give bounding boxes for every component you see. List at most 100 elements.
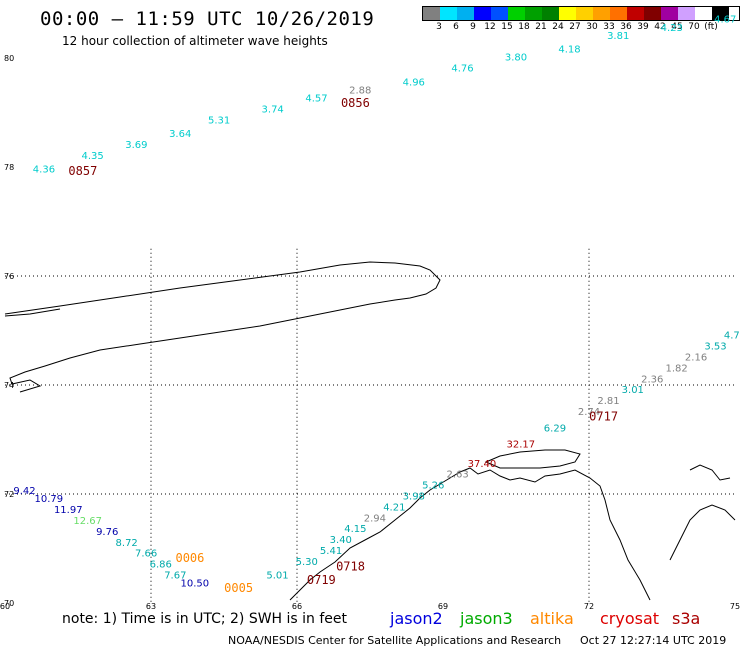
lat-label: 74 <box>4 381 14 390</box>
legend-label: 45 <box>671 22 683 32</box>
lat-label: 70 <box>4 599 14 608</box>
legend-swatch <box>610 7 627 20</box>
wave-height-label: 2.63 <box>446 470 468 481</box>
legend-label: 24 <box>552 22 564 32</box>
wave-height-label: 10.50 <box>180 579 209 590</box>
pass-time-label: 0857 <box>68 164 97 178</box>
wave-height-label: 3.01 <box>622 385 644 396</box>
wave-height-label: 3.81 <box>607 31 629 42</box>
satellite-name: jason2 <box>390 609 443 628</box>
wave-height-label: 32.17 <box>507 440 536 451</box>
legend-swatch <box>576 7 593 20</box>
wave-height-label: 4.35 <box>81 151 103 162</box>
wave-height-label: 11.97 <box>54 505 83 516</box>
credit-text: NOAA/NESDIS Center for Satellite Applica… <box>228 634 562 647</box>
east-inlet <box>689 464 731 481</box>
wave-height-label: 5.31 <box>208 115 230 126</box>
legend-label: 33 <box>603 22 615 32</box>
lat-label: 72 <box>4 490 14 499</box>
footer-note: note: 1) Time is in UTC; 2) SWH is in fe… <box>62 611 348 627</box>
wave-height-label: 5.30 <box>296 557 318 568</box>
satellite-name: cryosat <box>600 609 660 628</box>
wave-height-label: 37.40 <box>468 459 497 470</box>
wave-height-label: 5.01 <box>266 570 288 581</box>
pass-time-label: 0717 <box>589 409 618 423</box>
legend-swatch <box>508 7 525 20</box>
map-subtitle: 12 hour collection of altimeter wave hei… <box>62 34 328 48</box>
wave-height-label: 3.69 <box>125 140 147 151</box>
legend-label: 12 <box>484 22 496 32</box>
wave-height-label: 3.64 <box>169 129 191 140</box>
wave-height-label: 9.42 <box>13 486 35 497</box>
lat-label: 80 <box>4 54 14 63</box>
wave-height-label: 7.67 <box>164 570 186 581</box>
legend-label: 30 <box>586 22 598 32</box>
wave-height-label: 5.26 <box>422 481 444 492</box>
wave-height-label: 4.67 <box>714 15 736 26</box>
legend-labels: 3 6 9 12 15 18 21 24 27 30 33 36 39 42 45 70 (ft) <box>422 21 740 33</box>
legend-swatch <box>559 7 576 20</box>
wave-height-label: 4.21 <box>383 502 405 513</box>
credit-date: Oct 27 12:27:14 UTC 2019 <box>580 634 727 647</box>
lon-label: 75 <box>730 602 740 610</box>
legend-label: 70 <box>688 22 700 32</box>
wave-height-label: 3.53 <box>704 342 726 353</box>
wave-height-label: 4.57 <box>305 94 327 105</box>
lon-label: 66 <box>292 602 302 610</box>
wave-height-label: 4.23 <box>661 23 683 34</box>
wave-height-label: 2.16 <box>685 352 707 363</box>
wave-height-label: 4.36 <box>33 164 55 175</box>
novaya-zemlya-north-coast <box>4 261 441 393</box>
map-title: 00:00 – 11:59 UTC 10/26/2019 <box>40 8 375 30</box>
wave-height-label: 4.72 <box>724 331 740 342</box>
wave-height-label: 4.18 <box>558 45 580 56</box>
satellite-name: s3a <box>672 609 701 628</box>
legend-label: 6 <box>453 22 459 32</box>
wave-height-label: 2.81 <box>597 396 619 407</box>
legend-swatch <box>627 7 644 20</box>
bely-island <box>484 449 581 469</box>
wave-height-label: 2.94 <box>364 513 386 524</box>
legend-label: 21 <box>535 22 547 32</box>
legend-swatch <box>423 7 440 20</box>
lon-label: 72 <box>584 602 594 610</box>
satellite-name: jason3 <box>460 609 513 628</box>
gydan-coast <box>669 504 736 561</box>
wave-height-label: 3.98 <box>403 491 425 502</box>
legend-swatch <box>525 7 542 20</box>
legend-swatch <box>457 7 474 20</box>
legend-label: 18 <box>518 22 530 32</box>
legend-swatch <box>542 7 559 20</box>
legend-color-bar <box>422 6 740 21</box>
wave-height-label: 7.66 <box>135 549 157 560</box>
legend-swatch <box>695 7 712 20</box>
lat-label: 78 <box>4 163 14 172</box>
legend-swatch <box>440 7 457 20</box>
legend-swatch <box>474 7 491 20</box>
yamal-coast <box>289 467 651 601</box>
pass-time-label: 0719 <box>307 573 336 587</box>
observation-labels: 4.36 4.35 3.69 3.64 5.31 3.74 4.57 2.88 4.96 4.76… <box>13 15 740 590</box>
coastline <box>4 261 736 601</box>
legend-label: 39 <box>637 22 649 32</box>
wave-height-label: 2.74 <box>578 407 600 418</box>
legend-swatch <box>644 7 661 20</box>
wave-height-label: 6.86 <box>150 560 172 571</box>
legend-swatch <box>593 7 610 20</box>
wave-height-label: 9.76 <box>96 527 118 538</box>
wave-height-label: 5.41 <box>320 546 342 557</box>
lon-label: 63 <box>146 602 156 610</box>
legend-label: 27 <box>569 22 581 32</box>
wave-height-label: 2.88 <box>349 85 371 96</box>
legend-swatch <box>661 7 678 20</box>
wave-height-label: 1.82 <box>665 363 687 374</box>
legend-label: 3 <box>436 22 442 32</box>
legend-label: (ft) <box>704 22 718 32</box>
wave-height-label: 3.40 <box>330 535 352 546</box>
satellite-name: altika <box>530 609 574 628</box>
wave-height-label: 6.29 <box>544 423 566 434</box>
legend-label: 15 <box>501 22 513 32</box>
